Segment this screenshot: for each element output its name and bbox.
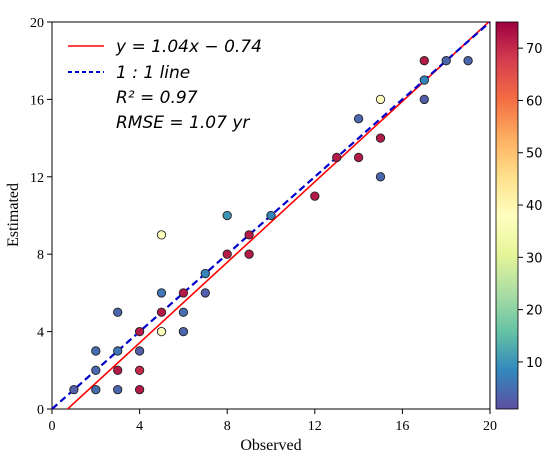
data-point [69,384,79,395]
x-tick-label: 4 [136,419,143,434]
legend-r2-label: R² = 0.97 [116,88,198,108]
data-point [156,326,167,337]
data-point [419,56,429,66]
data-point [222,210,232,221]
data-point [178,326,189,337]
data-point [200,268,210,279]
legend-identity-label: 1 : 1 line [116,63,190,83]
data-point [113,365,123,375]
data-point [91,365,101,375]
data-point [113,307,123,317]
colorbar-ticks: 10 20 30 40 50 60 70 [518,42,543,371]
data-point [441,56,451,66]
data-point [134,365,145,375]
data-point [156,307,167,317]
colorbar-tick-label: 50 [526,147,543,162]
y-tick-label: 8 [37,248,44,263]
y-tick-label: 16 [30,93,44,108]
data-point [353,152,364,163]
x-axis-ticks: 0 4 8 12 16 20 [49,409,497,434]
y-tick-label: 12 [30,171,44,186]
y-tick-label: 0 [37,403,44,418]
data-point [134,384,145,395]
data-point [463,56,473,66]
data-points [69,56,473,395]
x-axis-title: Observed [240,437,301,454]
data-point [244,230,254,240]
data-point [375,94,386,105]
data-point [113,346,123,356]
data-point [178,288,189,298]
data-point [134,326,145,337]
x-tick-label: 8 [224,419,231,434]
data-point [419,75,429,85]
data-point [419,94,429,105]
data-point [375,133,386,143]
data-point [113,384,123,395]
x-tick-label: 12 [308,419,322,434]
data-point [200,288,210,298]
y-axis-title: Estimated [5,183,22,247]
x-tick-label: 0 [49,419,56,434]
colorbar-tick-label: 70 [526,42,543,57]
x-tick-label: 20 [483,419,497,434]
data-point [178,307,189,317]
data-point [332,152,342,163]
y-tick-label: 4 [37,326,44,341]
y-tick-label: 20 [30,16,44,31]
colorbar-tick-label: 10 [526,356,543,371]
colorbar-tick-label: 60 [526,94,543,109]
data-point [353,114,364,124]
y-axis-ticks: 0 4 8 12 16 20 [30,16,52,418]
data-point [156,288,167,298]
data-point [266,210,276,221]
data-point [310,191,320,201]
data-point [91,346,101,356]
colorbar [495,21,519,410]
data-point [91,384,101,395]
colorbar-tick-label: 20 [526,304,543,319]
x-tick-label: 16 [395,419,409,434]
data-point [375,172,386,182]
data-point [134,346,145,356]
data-point [222,249,232,259]
colorbar-tick-label: 40 [526,199,543,214]
colorbar-tick-label: 30 [526,251,543,266]
data-point [156,230,167,240]
data-point [244,249,254,259]
legend-rmse-label: RMSE = 1.07 yr [116,113,250,133]
legend-fit-label: y = 1.04x − 0.74 [115,37,262,57]
legend: y = 1.04x − 0.74 1 : 1 line R² = 0.97 RM… [68,37,262,133]
